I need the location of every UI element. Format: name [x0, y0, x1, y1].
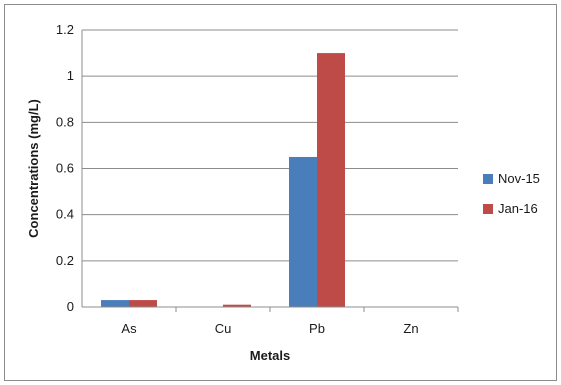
x-tick-label: Zn — [403, 321, 418, 336]
bars — [101, 53, 345, 308]
y-tick-label: 0.6 — [56, 161, 74, 176]
bar-pb-nov-15 — [289, 156, 317, 307]
bar-as-nov-15 — [101, 300, 129, 307]
legend-label: Jan-16 — [498, 201, 538, 216]
x-axis-title: Metals — [250, 348, 290, 363]
y-axis-title: Concentrations (mg/L) — [26, 99, 41, 238]
bar-pb-jan-16 — [317, 53, 345, 308]
legend-label: Nov-15 — [498, 171, 540, 186]
gridlines — [82, 29, 458, 262]
legend-swatch-jan-16 — [483, 204, 493, 214]
legend: Nov-15 Jan-16 — [483, 171, 540, 216]
y-tick-labels: 0 0.2 0.4 0.6 0.8 1 1.2 — [56, 22, 74, 314]
y-tick-label: 0.2 — [56, 253, 74, 268]
y-tick-label: 1 — [67, 68, 74, 83]
bar-as-jan-16 — [129, 300, 157, 307]
chart-frame — [4, 4, 557, 381]
x-tick-label: As — [121, 321, 137, 336]
y-tick-label: 0 — [67, 299, 74, 314]
legend-swatch-nov-15 — [483, 174, 493, 184]
x-tick-labels: As Cu Pb Zn — [121, 307, 459, 336]
x-tick-label: Cu — [215, 321, 232, 336]
x-tick-label: Pb — [309, 321, 325, 336]
y-tick-label: 0.8 — [56, 114, 74, 129]
bar-cu-jan-16 — [223, 304, 251, 307]
y-tick-label: 1.2 — [56, 22, 74, 37]
y-tick-label: 0.4 — [56, 207, 74, 222]
